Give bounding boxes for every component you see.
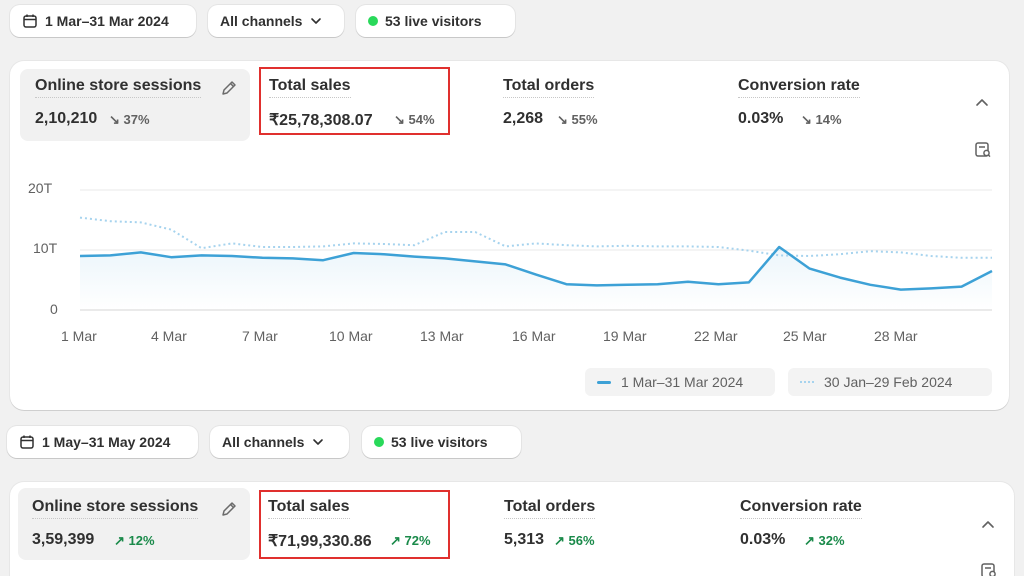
legend-label: 1 Mar–31 Mar 2024	[621, 374, 744, 390]
live-indicator-dot	[368, 16, 378, 26]
metric-value: 3,59,399	[32, 531, 95, 548]
metric-value: ₹71,99,330.86	[268, 533, 372, 550]
calendar-icon	[19, 434, 35, 450]
chevron-up-icon[interactable]	[974, 95, 990, 116]
legend-current[interactable]: 1 Mar–31 Mar 2024	[585, 368, 775, 396]
metric-value: 2,10,210	[35, 110, 98, 127]
metric-online-store-sessions[interactable]: Online store sessions 3,59,399 ↗ 12%	[18, 488, 250, 560]
channels-label: All channels	[222, 434, 305, 450]
legend-dotted-swatch	[800, 381, 814, 383]
metric-change-value: 14%	[815, 112, 842, 127]
analytics-card-march: Online store sessions 2,10,210 ↘ 37% Tot…	[10, 61, 1009, 410]
metric-title: Online store sessions	[35, 77, 202, 98]
metric-change: ↘ 55%	[557, 112, 598, 127]
metric-change: ↘ 54%	[394, 112, 435, 127]
metric-change: ↘ 14%	[801, 112, 842, 127]
metric-change: ↗ 32%	[804, 533, 845, 548]
metric-change-value: 56%	[568, 533, 595, 548]
live-visitors-label: 53 live visitors	[391, 434, 488, 450]
chevron-down-icon	[309, 14, 323, 28]
metric-change: ↗ 72%	[390, 533, 431, 548]
metric-value: 0.03%	[740, 531, 786, 548]
live-visitors-label: 53 live visitors	[385, 13, 482, 29]
legend-solid-swatch	[597, 380, 611, 384]
metric-title: Total sales	[269, 77, 351, 98]
analytics-card-may: Online store sessions 3,59,399 ↗ 12% Tot…	[10, 482, 1014, 576]
highlight-box	[259, 67, 450, 135]
metric-change: ↗ 12%	[114, 533, 155, 548]
legend-previous[interactable]: 30 Jan–29 Feb 2024	[788, 368, 992, 396]
report-icon[interactable]	[974, 141, 992, 164]
date-range-picker[interactable]: 1 May–31 May 2024	[7, 426, 198, 458]
legend-label: 30 Jan–29 Feb 2024	[824, 374, 953, 390]
metric-value: 5,313	[504, 531, 545, 548]
date-range-label: 1 May–31 May 2024	[42, 434, 171, 450]
metric-change-value: 32%	[818, 533, 845, 548]
metric-title: Conversion rate	[740, 498, 862, 519]
calendar-icon	[22, 13, 38, 29]
live-visitors-button[interactable]: 53 live visitors	[356, 5, 515, 37]
metric-conversion-rate[interactable]: Conversion rate 0.03% ↘ 14%	[728, 69, 928, 141]
metric-title: Total orders	[503, 77, 595, 98]
metric-total-orders[interactable]: Total orders 2,268 ↘ 55%	[493, 69, 693, 141]
metric-conversion-rate[interactable]: Conversion rate 0.03% ↗ 32%	[730, 488, 930, 560]
metric-change-value: 54%	[408, 112, 435, 127]
metric-title: Total sales	[268, 498, 350, 519]
metric-change: ↘ 37%	[109, 112, 150, 127]
metric-title: Conversion rate	[738, 77, 860, 98]
metric-change-value: 12%	[128, 533, 155, 548]
metric-title: Online store sessions	[32, 498, 199, 519]
chevron-up-icon[interactable]	[980, 517, 996, 538]
pencil-icon[interactable]	[220, 79, 238, 102]
live-indicator-dot	[374, 437, 384, 447]
metric-total-orders[interactable]: Total orders 5,313 ↗ 56%	[494, 488, 694, 560]
date-range-picker[interactable]: 1 Mar–31 Mar 2024	[10, 5, 196, 37]
chevron-down-icon	[311, 435, 325, 449]
metric-change-value: 55%	[571, 112, 598, 127]
channels-dropdown[interactable]: All channels	[210, 426, 349, 458]
date-range-label: 1 Mar–31 Mar 2024	[45, 13, 169, 29]
metric-online-store-sessions[interactable]: Online store sessions 2,10,210 ↘ 37%	[20, 69, 250, 141]
live-visitors-button[interactable]: 53 live visitors	[362, 426, 521, 458]
metric-total-sales[interactable]: Total sales ₹25,78,308.07 ↘ 54%	[260, 69, 450, 141]
channels-dropdown[interactable]: All channels	[208, 5, 344, 37]
pencil-icon[interactable]	[220, 500, 238, 523]
metric-change: ↗ 56%	[554, 533, 595, 548]
metric-title: Total orders	[504, 498, 596, 519]
metric-total-sales[interactable]: Total sales ₹71,99,330.86 ↗ 72%	[259, 488, 449, 560]
metric-change-value: 37%	[123, 112, 150, 127]
metric-value: 0.03%	[738, 110, 784, 127]
metric-value: ₹25,78,308.07	[269, 112, 373, 129]
channels-label: All channels	[220, 13, 303, 29]
metric-value: 2,268	[503, 110, 544, 127]
report-icon[interactable]	[980, 562, 998, 576]
metric-change-value: 72%	[404, 533, 431, 548]
highlight-box	[259, 490, 450, 559]
